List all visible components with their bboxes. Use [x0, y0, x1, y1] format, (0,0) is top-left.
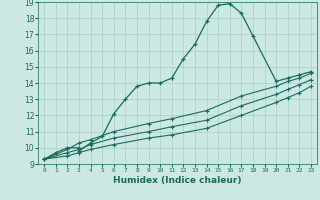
- X-axis label: Humidex (Indice chaleur): Humidex (Indice chaleur): [113, 176, 242, 185]
